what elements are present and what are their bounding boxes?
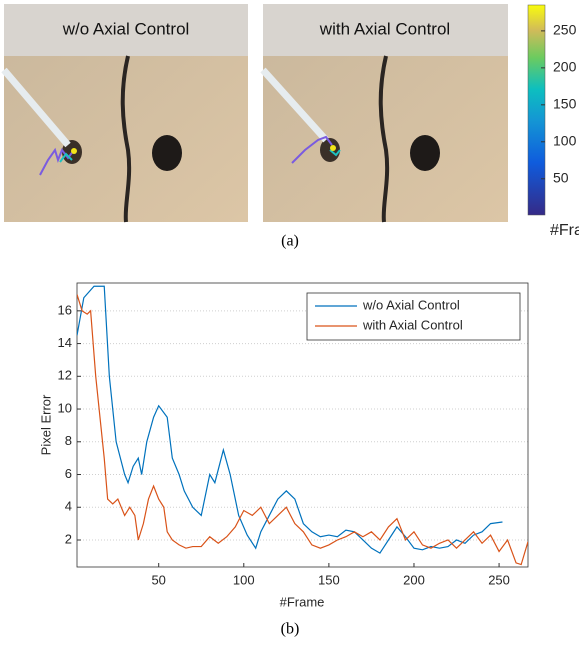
colorbar-tick-label: 250 <box>553 22 577 38</box>
legend-label: with Axial Control <box>362 317 463 332</box>
x-axis-label: #Frame <box>280 594 325 609</box>
y-tick-label: 4 <box>65 499 72 514</box>
image-title: with Axial Control <box>319 19 450 38</box>
x-tick-label: 200 <box>403 572 425 587</box>
caption: (b) <box>281 621 300 638</box>
y-tick-label: 8 <box>65 433 72 448</box>
x-tick-label: 50 <box>151 572 165 587</box>
x-tick-label: 100 <box>233 572 255 587</box>
x-tick-label: 150 <box>318 572 340 587</box>
colorbar-tick-label: 50 <box>553 169 569 185</box>
y-axis-label: Pixel Error <box>38 394 53 455</box>
x-tick-label: 250 <box>488 572 510 587</box>
figure: w/o Axial Control with Axial Control #Fr… <box>0 0 579 648</box>
colorbar-tick-label: 150 <box>553 96 577 112</box>
colorbar <box>528 5 545 215</box>
y-tick-label: 16 <box>58 302 72 317</box>
colorbar-tick-label: 100 <box>553 132 577 148</box>
y-tick-label: 6 <box>65 466 72 481</box>
y-tick-label: 12 <box>58 368 72 383</box>
colorbar-label: #Frame <box>550 222 579 239</box>
image-title: w/o Axial Control <box>62 19 190 38</box>
image-panel: with Axial Control <box>263 4 508 222</box>
caption: (a) <box>281 233 299 250</box>
image-panel: w/o Axial Control <box>4 4 248 222</box>
colorbar-tick-label: 200 <box>553 59 577 75</box>
legend-label: w/o Axial Control <box>362 297 460 312</box>
y-tick-label: 10 <box>58 400 72 415</box>
y-tick-label: 14 <box>58 335 72 350</box>
y-tick-label: 2 <box>65 531 72 546</box>
